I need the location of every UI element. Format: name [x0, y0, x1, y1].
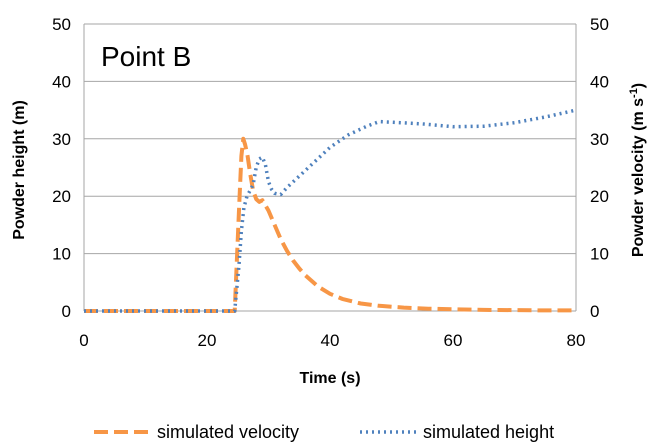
y-tick-label-right: 40 — [590, 72, 609, 91]
y-axis-label-left: Powder height (m) — [11, 100, 28, 240]
series-line-height — [84, 108, 577, 313]
y-tick-label-right: 50 — [590, 15, 609, 34]
legend-label-height: simulated height — [423, 422, 554, 442]
y-tick-label-right: 30 — [590, 130, 609, 149]
series-lines — [84, 108, 577, 313]
y-tick-label-left: 0 — [62, 302, 71, 321]
y-axis-label-right-close: ) — [630, 83, 647, 88]
y-tick-label-left: 40 — [52, 72, 71, 91]
legend-label-velocity: simulated velocity — [157, 422, 299, 442]
y-tick-label-left: 30 — [52, 130, 71, 149]
series-line-velocity — [84, 136, 576, 313]
y-tick-label-right: 20 — [590, 187, 609, 206]
x-tick-label: 0 — [79, 331, 88, 350]
y-axis-label-right-sup: -1 — [628, 88, 640, 98]
y-tick-label-left: 20 — [52, 187, 71, 206]
x-tick-label: 40 — [321, 331, 340, 350]
chart-annotation: Point B — [101, 41, 191, 72]
x-axis-label: Time (s) — [299, 370, 360, 387]
y-tick-label-right: 0 — [590, 302, 599, 321]
y-tick-label-left: 10 — [52, 245, 71, 264]
x-tick-label: 80 — [567, 331, 586, 350]
x-tick-label: 60 — [444, 331, 463, 350]
y-tick-label-right: 10 — [590, 245, 609, 264]
legend: simulated velocity simulated height — [94, 422, 554, 442]
y-axis-label-right-main: Powder velocity (m s — [630, 98, 647, 257]
x-tick-label: 20 — [198, 331, 217, 350]
y-tick-label-left: 50 — [52, 15, 71, 34]
y-axis-label-right: Powder velocity (m s-1) — [628, 83, 647, 257]
